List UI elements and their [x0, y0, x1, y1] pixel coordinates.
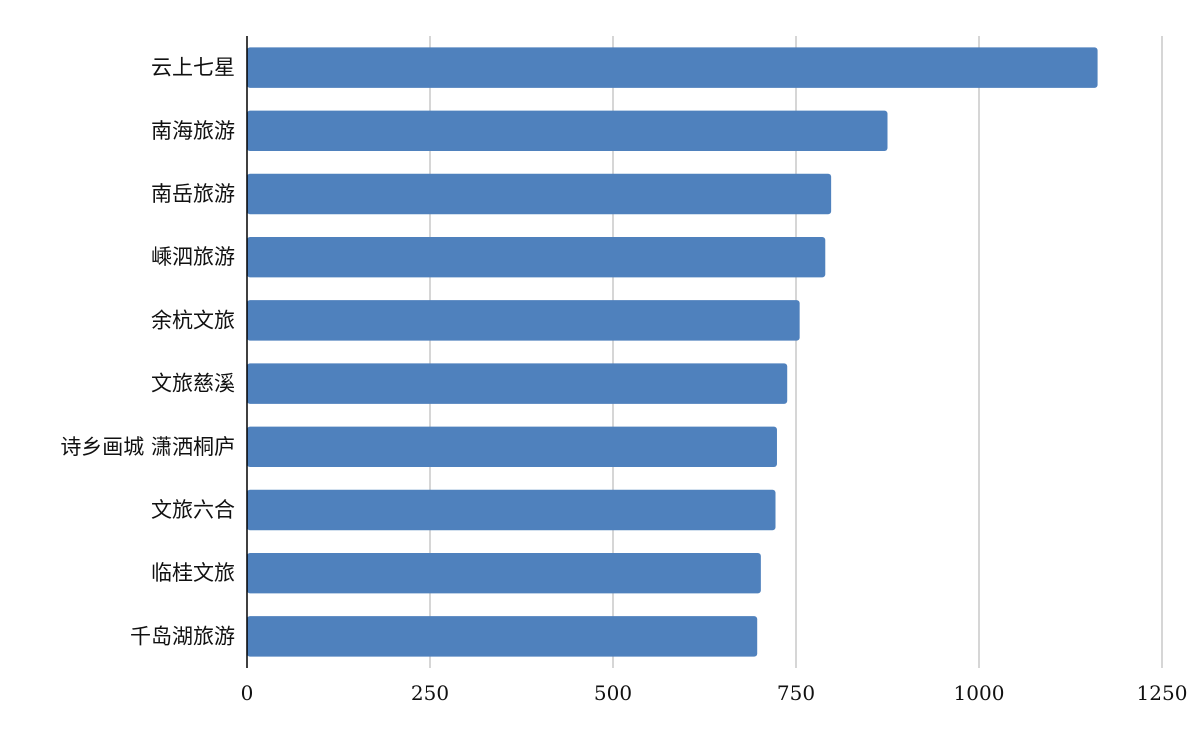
x-tick-label-0: 0	[241, 681, 254, 705]
bar-0	[247, 47, 1098, 88]
category-label-4: 余杭文旅	[151, 308, 235, 332]
bar-4	[247, 300, 800, 341]
bar-8	[247, 552, 761, 594]
x-tick-label-3: 750	[777, 681, 815, 705]
category-label-7: 文旅六合	[151, 498, 235, 522]
bar-2	[247, 173, 832, 215]
category-label-2: 南岳旅游	[151, 182, 235, 206]
x-tick-label-4: 1000	[954, 681, 1005, 705]
category-label-9: 千岛湖旅游	[130, 624, 235, 648]
category-label-1: 南海旅游	[151, 119, 235, 143]
bar-3	[247, 236, 826, 278]
category-label-5: 文旅慈溪	[151, 372, 235, 396]
bar-7	[247, 489, 776, 531]
bars	[247, 47, 1098, 657]
bar-5	[247, 363, 788, 404]
x-tick-label-1: 250	[411, 681, 449, 705]
category-label-6: 诗乡画城 潇洒桐庐	[60, 435, 235, 459]
bar-1	[247, 110, 888, 152]
bar-6	[247, 426, 777, 468]
category-label-8: 临桂文旅	[151, 561, 235, 585]
x-tick-label-2: 500	[594, 681, 632, 705]
x-tick-label-5: 1250	[1137, 681, 1188, 705]
category-label-0: 云上七星	[151, 56, 235, 80]
x-tick-labels: 0 250 500 750 1000 1250	[241, 681, 1188, 705]
category-label-3: 嵊泗旅游	[151, 245, 235, 269]
bar-9	[247, 616, 758, 657]
